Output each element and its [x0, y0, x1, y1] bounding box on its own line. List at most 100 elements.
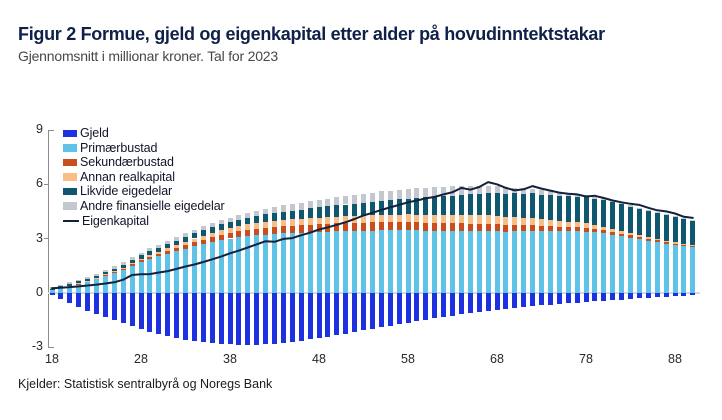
bar-segment-gjeld [343, 292, 349, 334]
bar-segment-annan-realkapital [592, 224, 598, 229]
bar-segment-likvide-eigedelar [174, 240, 180, 245]
bar-age-57 [396, 130, 402, 347]
bar-segment-gjeld [450, 292, 455, 316]
bar-segment-gjeld [441, 292, 447, 317]
bar-segment-sekund-rbustad [378, 222, 384, 231]
legend-item-primarbustad: Primærbustad [63, 141, 225, 156]
bar-segment-sekund-rbustad [218, 235, 224, 241]
legend-item-gjeld: Gjeld [63, 126, 225, 141]
bar-segment-annan-realkapital [556, 220, 562, 227]
bar-segment-sekund-rbustad [450, 223, 455, 231]
bar-segment-gjeld [369, 292, 375, 329]
bar-segment-prim-rbustad [361, 230, 366, 293]
bar-segment-likvide-eigedelar [254, 216, 260, 224]
bar-segment-sekund-rbustad [405, 222, 411, 231]
bar-segment-andre-finansielle-eigedelar [316, 199, 322, 208]
bar-segment-sekund-rbustad [138, 260, 144, 262]
bar-segment-prim-rbustad [565, 231, 571, 293]
bar-segment-sekund-rbustad [156, 253, 162, 257]
bar-segment-sekund-rbustad [236, 231, 242, 238]
bar-segment-likvide-eigedelar [494, 193, 500, 216]
bar-segment-gjeld [138, 292, 144, 329]
legend-label-annan-realkapital: Annan realkapital [80, 169, 175, 184]
bar-segment-gjeld [414, 292, 420, 322]
bar-segment-andre-finansielle-eigedelar [343, 196, 349, 205]
bar-age-53 [361, 130, 366, 347]
bar-segment-andre-finansielle-eigedelar [165, 240, 171, 245]
bar-segment-andre-finansielle-eigedelar [619, 202, 625, 205]
bar-segment-prim-rbustad [236, 237, 242, 293]
bar-segment-likvide-eigedelar [343, 204, 349, 217]
bar-segment-prim-rbustad [307, 232, 313, 293]
bar-segment-annan-realkapital [521, 217, 527, 226]
bar-segment-sekund-rbustad [307, 224, 313, 233]
bar-segment-likvide-eigedelar [361, 202, 366, 216]
bar-age-83 [628, 130, 633, 347]
bar-segment-sekund-rbustad [227, 233, 233, 239]
bar-segment-likvide-eigedelar [672, 216, 678, 243]
bar-segment-andre-finansielle-eigedelar [352, 195, 358, 204]
bar-segment-prim-rbustad [156, 256, 162, 293]
bar-segment-prim-rbustad [663, 243, 669, 293]
bar-age-44 [280, 130, 286, 347]
bar-segment-annan-realkapital [280, 219, 286, 227]
bar-segment-annan-realkapital [414, 214, 420, 223]
bar-segment-likvide-eigedelar [111, 268, 117, 272]
bar-segment-andre-finansielle-eigedelar [672, 216, 678, 217]
bar-segment-prim-rbustad [316, 231, 322, 293]
bar-segment-annan-realkapital [236, 226, 242, 232]
bar-age-38 [227, 130, 233, 347]
bar-segment-gjeld [405, 292, 411, 323]
bar-segment-sekund-rbustad [245, 230, 251, 237]
bar-segment-annan-realkapital [663, 240, 669, 243]
bar-segment-likvide-eigedelar [378, 200, 384, 215]
x-tick-label-18: 18 [45, 352, 59, 366]
bar-segment-likvide-eigedelar [539, 194, 544, 220]
bar-age-63 [450, 130, 455, 347]
bar-segment-annan-realkapital [183, 241, 188, 245]
bar-segment-prim-rbustad [458, 230, 464, 293]
bar-segment-likvide-eigedelar [610, 202, 616, 229]
bar-segment-sekund-rbustad [174, 247, 180, 252]
y-axis-tick-6 [44, 184, 48, 185]
bar-segment-annan-realkapital [209, 232, 215, 238]
bar-segment-sekund-rbustad [539, 226, 544, 232]
bar-segment-prim-rbustad [645, 241, 651, 293]
bar-segment-annan-realkapital [272, 220, 277, 227]
bar-age-71 [521, 130, 527, 347]
bar-segment-sekund-rbustad [369, 222, 375, 231]
bar-segment-sekund-rbustad [601, 230, 607, 234]
bar-segment-annan-realkapital [636, 234, 642, 238]
bar-segment-likvide-eigedelar [58, 286, 64, 289]
bar-segment-andre-finansielle-eigedelar [236, 214, 242, 220]
bar-segment-likvide-eigedelar [565, 196, 571, 222]
bar-segment-andre-finansielle-eigedelar [654, 212, 660, 213]
bar-segment-gjeld [565, 292, 571, 304]
bar-segment-sekund-rbustad [316, 224, 322, 232]
bar-segment-sekund-rbustad [592, 228, 598, 233]
bar-segment-gjeld [503, 292, 509, 309]
bar-segment-sekund-rbustad [263, 227, 269, 235]
bar-age-64 [458, 130, 464, 347]
bar-segment-annan-realkapital [325, 217, 331, 224]
bar-segment-sekund-rbustad [191, 242, 197, 247]
bar-segment-andre-finansielle-eigedelar [254, 210, 260, 217]
x-tick-label-68: 68 [490, 352, 504, 366]
bar-segment-sekund-rbustad [298, 225, 304, 233]
bar-segment-andre-finansielle-eigedelar [378, 191, 384, 201]
bar-segment-likvide-eigedelar [94, 275, 99, 278]
bar-age-66 [476, 130, 482, 347]
bar-segment-prim-rbustad [494, 231, 500, 293]
bar-segment-annan-realkapital [289, 219, 295, 226]
legend-item-eigenkapital: Eigenkapital [63, 214, 225, 229]
bar-segment-annan-realkapital [610, 228, 616, 232]
bar-age-61 [432, 130, 438, 347]
bar-segment-prim-rbustad [512, 231, 518, 293]
bar-segment-andre-finansielle-eigedelar [191, 229, 197, 234]
bar-segment-prim-rbustad [58, 288, 64, 293]
bar-segment-prim-rbustad [396, 230, 402, 293]
bar-segment-annan-realkapital [539, 219, 544, 226]
bar-segment-prim-rbustad [547, 231, 553, 293]
bar-segment-likvide-eigedelar [423, 197, 429, 215]
bar-segment-prim-rbustad [85, 281, 91, 293]
